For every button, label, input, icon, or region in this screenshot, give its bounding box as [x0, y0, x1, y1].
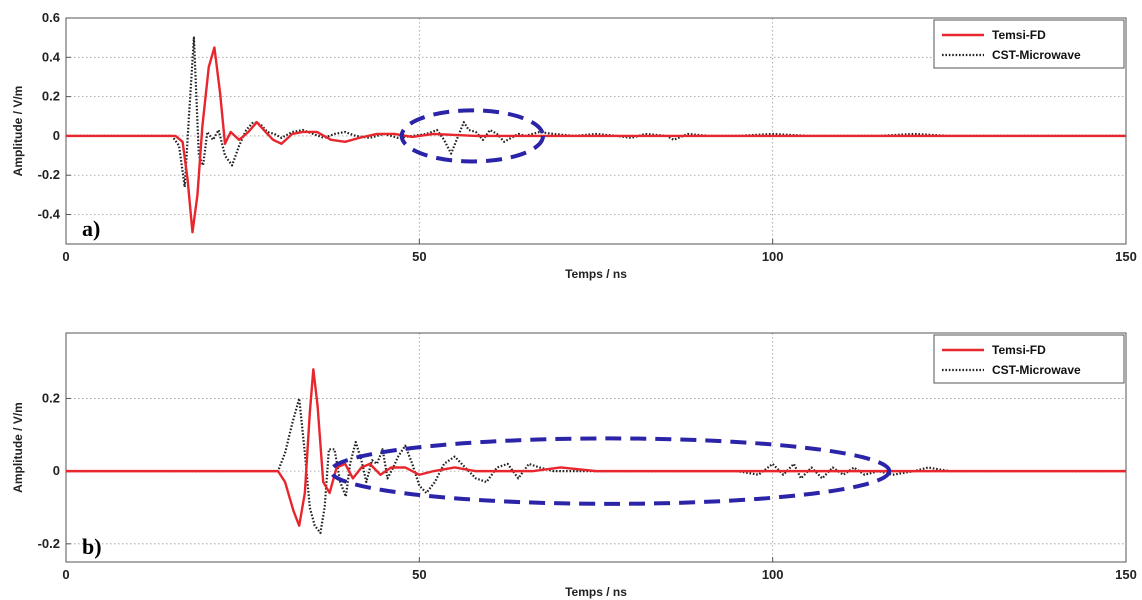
y-tick-label: 0.4: [42, 49, 61, 64]
legend-label: Temsi-FD: [992, 343, 1046, 357]
legend-box: [933, 334, 1125, 384]
highlight-ellipse: [329, 436, 892, 506]
legend-label: Temsi-FD: [992, 28, 1046, 42]
series-line-cst-microwave: [66, 397, 1126, 535]
chart-panel-b: 0 50 100 150 0.2 0 -0.2 Temps / ns Amplitude / V…: [11, 332, 1137, 599]
plot-frame: [65, 332, 1127, 563]
y-tick-label: -0.2: [38, 536, 60, 551]
legend-label: CST-Microwave: [992, 363, 1081, 377]
y-axis-label: Amplitude / V/m: [11, 402, 25, 493]
legend-label: CST-Microwave: [992, 48, 1081, 62]
series-line-temsi-fd: [66, 368, 1126, 527]
x-tick-label: 100: [762, 249, 784, 264]
series-line-cst-microwave: [66, 36, 1126, 189]
x-tick-label: 0: [62, 249, 69, 264]
plot-frame: [65, 17, 1127, 245]
series-line-temsi-fd: [66, 46, 1126, 234]
legend-box: [933, 19, 1125, 69]
y-tick-label: 0: [53, 128, 60, 143]
highlight-ellipse: [399, 108, 546, 164]
legend: Temsi-FD CST-Microwave: [933, 334, 1125, 384]
y-tick-label: -0.2: [38, 167, 60, 182]
y-tick-label: 0.2: [42, 390, 60, 405]
x-axis-label: Temps / ns: [565, 267, 627, 281]
x-tick-label: 150: [1115, 249, 1137, 264]
chart-panel-a: 0 50 100 150 0.6 0.4 0.2 0 -0.2 -0.4 Temps / ns Amp…: [11, 10, 1137, 281]
y-tick-label: 0: [53, 463, 60, 478]
y-tick-label: 0.6: [42, 10, 60, 25]
x-tick-label: 50: [412, 567, 426, 582]
panel-label: a): [82, 216, 100, 241]
x-axis-label: Temps / ns: [565, 585, 627, 599]
y-tick-label: 0.2: [42, 89, 60, 104]
x-tick-label: 100: [762, 567, 784, 582]
x-tick-label: 50: [412, 249, 426, 264]
panel-label: b): [82, 534, 102, 559]
x-tick-label: 0: [62, 567, 69, 582]
x-tick-label: 150: [1115, 567, 1137, 582]
y-axis-label: Amplitude / V/m: [11, 86, 25, 177]
legend: Temsi-FD CST-Microwave: [933, 19, 1125, 69]
y-tick-label: -0.4: [38, 207, 61, 222]
